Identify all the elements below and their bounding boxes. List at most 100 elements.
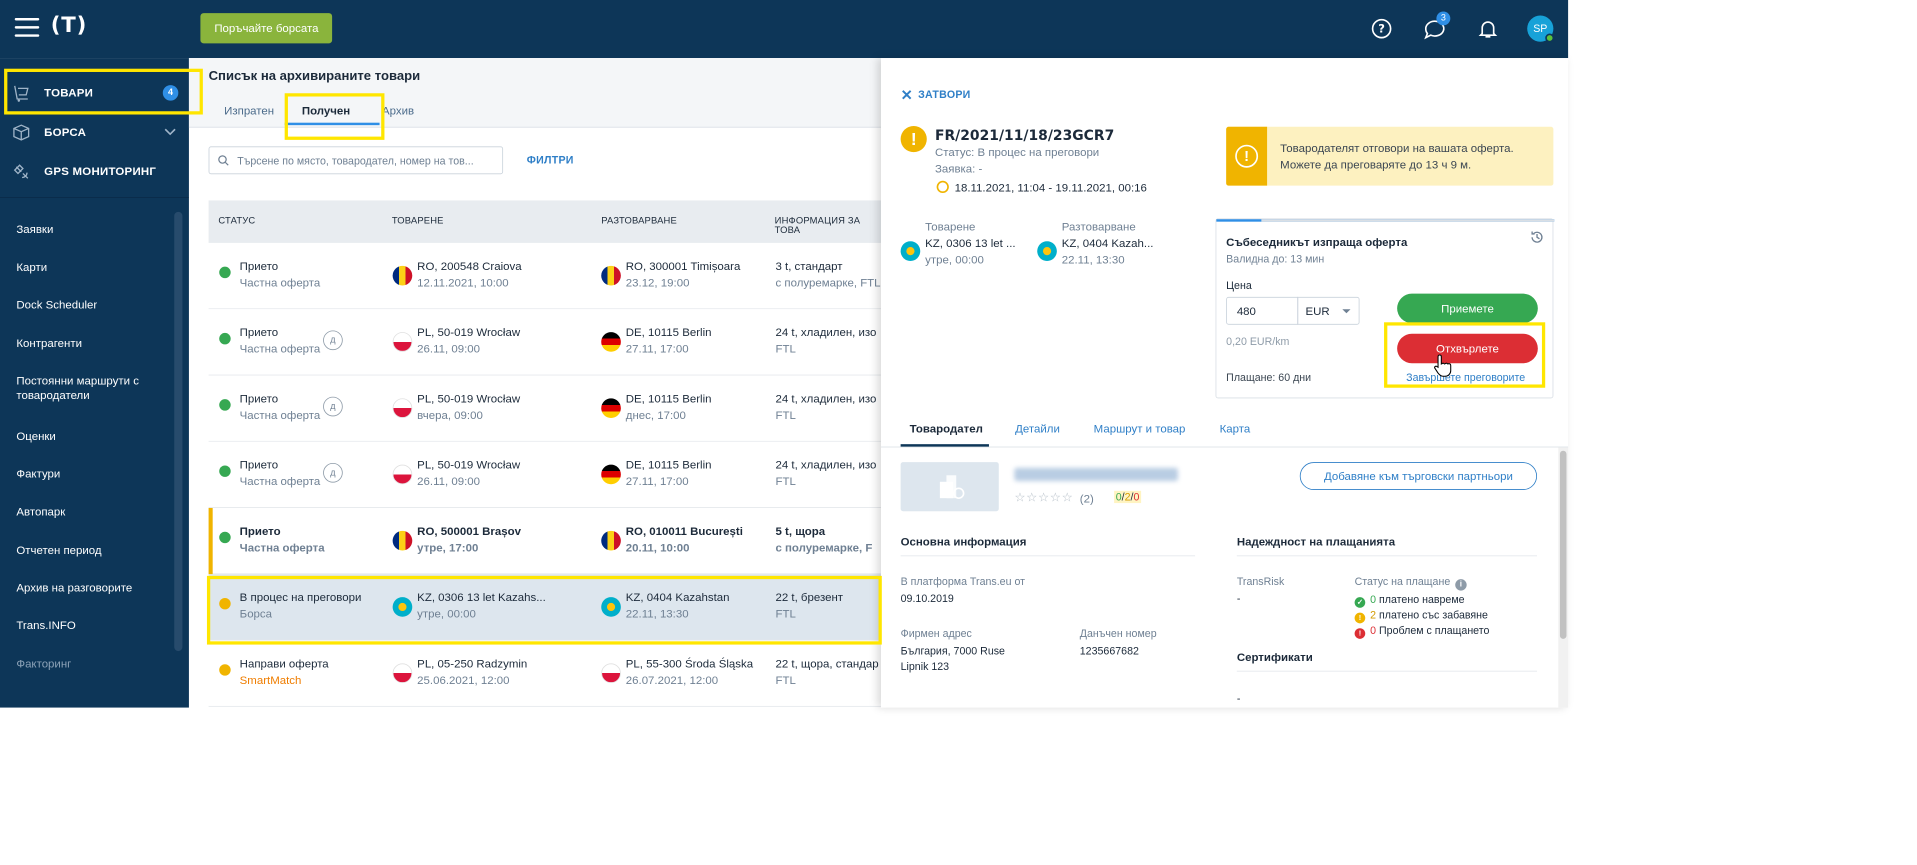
- error-icon: !: [1354, 628, 1366, 639]
- close-icon: ✕: [900, 86, 914, 104]
- end-negotiations-link[interactable]: Завършете преговорите: [1406, 371, 1526, 384]
- app-root: (T) Поръчайте борсата ? 3 SP ТОВАРИ 4 БО…: [0, 0, 1569, 708]
- history-icon[interactable]: [1529, 229, 1545, 245]
- sidebar-item-reporting-period[interactable]: Отчетен период: [16, 543, 102, 557]
- detail-scrollbar[interactable]: [1558, 447, 1569, 708]
- sidebar-item-ratings[interactable]: Оценки: [16, 429, 56, 443]
- status-accepted-icon: [219, 332, 231, 345]
- column-cargo-info[interactable]: ИНФОРМАЦИЯ ЗА ТОВА: [774, 215, 861, 236]
- highlight-received-tab: [284, 93, 385, 140]
- tab-route-cargo[interactable]: Маршрут и товар: [1093, 422, 1186, 436]
- problem-count: 0: [1370, 624, 1377, 637]
- row-unload-place: KZ, 0404 Kazahstan: [625, 590, 730, 604]
- close-button[interactable]: ✕ ЗАТВОРИ: [901, 87, 971, 104]
- column-unloading[interactable]: РАЗТОВАРВАНЕ: [601, 215, 677, 226]
- divider: [1236, 670, 1538, 672]
- sidebar-item-factoring[interactable]: Факторинг: [16, 656, 72, 670]
- payment-legend-delayed: ! 2 платено със забавяне: [1354, 608, 1488, 624]
- currency-select[interactable]: EUR: [1297, 296, 1360, 325]
- divider: [1236, 555, 1538, 557]
- sidebar-item-transinfo[interactable]: Trans.INFO: [16, 618, 76, 632]
- tab-sent[interactable]: Изпратен: [224, 103, 275, 117]
- buy-exchange-button[interactable]: Поръчайте борсата: [200, 13, 333, 44]
- sidebar-item-requests[interactable]: Заявки: [16, 222, 54, 236]
- scrollbar-thumb[interactable]: [1559, 450, 1567, 639]
- company-name-blurred[interactable]: [1014, 467, 1178, 481]
- row-info-sub: FTL: [775, 474, 796, 488]
- table-row[interactable]: Прието Частна оферта д PL, 50-019 Wrocła…: [208, 309, 881, 376]
- reviews-count: (2): [1079, 491, 1094, 505]
- flag-pl-icon: [392, 332, 413, 352]
- payment-reliability-title: Надеждност на плащанията: [1236, 534, 1396, 549]
- bell-icon[interactable]: [1475, 16, 1501, 42]
- close-label: ЗАТВОРИ: [918, 88, 971, 101]
- chevron-down-icon[interactable]: [164, 128, 176, 136]
- sidebar-item-chat-archive[interactable]: Архив на разговорите: [16, 580, 133, 594]
- menu-icon[interactable]: [14, 17, 40, 38]
- row-unload-place: RO, 300001 Timișoara: [625, 259, 741, 273]
- sidebar-item-cargo[interactable]: ТОВАРИ 4: [0, 74, 189, 112]
- logo[interactable]: (T): [50, 13, 88, 38]
- active-tab-indicator: [284, 122, 380, 126]
- check-icon: ✓: [1354, 597, 1366, 608]
- status-pending-icon: [219, 664, 231, 676]
- tab-shipper[interactable]: Товародател: [909, 422, 983, 436]
- row-status: Прието: [239, 391, 279, 405]
- status-pending-icon: [219, 597, 231, 610]
- tab-received[interactable]: Получен: [301, 103, 351, 117]
- sidebar-item-dock-scheduler[interactable]: Dock Scheduler: [16, 297, 98, 311]
- row-info: 22 t, щора, стандар: [775, 656, 879, 670]
- rating-mid: 2: [1124, 490, 1131, 504]
- table-row[interactable]: Прието Частна оферта д PL, 50-019 Wrocła…: [208, 375, 881, 442]
- sidebar-item-invoices[interactable]: Фактури: [16, 467, 61, 481]
- status-accepted-icon: [219, 531, 231, 544]
- transrisk-label: TransRisk: [1236, 575, 1285, 588]
- table-row[interactable]: Прието Частна оферта RO, 200548 Craiova …: [208, 242, 881, 310]
- loading-summary: Товарене KZ, 0306 13 let ... утре, 00:00: [925, 218, 1015, 267]
- company-logo: [900, 462, 999, 512]
- tab-map[interactable]: Карта: [1219, 422, 1251, 436]
- currency-value: EUR: [1305, 304, 1330, 318]
- row-status: Прието: [239, 325, 279, 339]
- delayed-count: 2: [1370, 608, 1377, 621]
- sidebar-divider: [0, 197, 189, 198]
- price-label: Цена: [1226, 278, 1252, 292]
- row-unload-date: 26.07.2021, 12:00: [625, 673, 719, 687]
- status-accepted-icon: [219, 465, 231, 477]
- help-icon[interactable]: ?: [1369, 16, 1395, 42]
- tab-details[interactable]: Детайли: [1015, 422, 1060, 436]
- sidebar-item-contractors[interactable]: Контрагенти: [16, 336, 82, 350]
- messages-icon[interactable]: [1422, 16, 1448, 42]
- row-info-sub: с полуремарке, F: [775, 540, 873, 554]
- hand-cursor-icon: [1434, 354, 1452, 377]
- column-status[interactable]: СТАТУС: [218, 215, 256, 226]
- sidebar-item-maps[interactable]: Карти: [16, 260, 48, 274]
- filters-button[interactable]: ФИЛТРИ: [526, 153, 574, 167]
- platform-since-value: 09.10.2019: [900, 592, 954, 605]
- table-row[interactable]: Направи оферта SmartMatch PL, 05-250 Rad…: [208, 640, 881, 707]
- sidebar-item-gps[interactable]: GPS МОНИТОРИНГ: [0, 152, 189, 190]
- status-accepted-icon: [219, 399, 231, 411]
- offer-timer-bar: [1216, 219, 1555, 222]
- ontime-text: платено навреме: [1379, 593, 1465, 606]
- sidebar-item-regular-routes[interactable]: Постоянни маршрути с товародатели: [16, 373, 139, 402]
- add-partner-button[interactable]: Добавяне към търговски партньори: [1299, 462, 1538, 490]
- search-input[interactable]: Търсене по място, товародател, номер на …: [208, 146, 504, 175]
- table-row[interactable]: Прието Частна оферта д PL, 50-019 Wrocła…: [208, 441, 881, 508]
- info-icon[interactable]: i: [1455, 579, 1467, 591]
- row-info: 3 t, стандарт: [775, 259, 843, 273]
- reject-button[interactable]: Отхвърлете: [1397, 333, 1538, 364]
- tab-archive[interactable]: Архив: [382, 103, 415, 117]
- table-row[interactable]: Прието Частна оферта RO, 500001 Brașov у…: [208, 507, 881, 575]
- row-status-sub: Борса: [239, 606, 273, 621]
- sidebar-item-exchange[interactable]: БОРСА: [0, 113, 189, 151]
- accept-button[interactable]: Приемете: [1397, 293, 1538, 324]
- table-row-selected[interactable]: В процес на преговори Борса KZ, 0306 13 …: [208, 574, 881, 641]
- avatar[interactable]: SP: [1527, 15, 1555, 43]
- row-status-sub: Частна оферта: [239, 408, 321, 422]
- sidebar-item-fleet[interactable]: Автопарк: [16, 504, 66, 518]
- delayed-text: платено със забавяне: [1379, 608, 1488, 621]
- sidebar-scrollbar[interactable]: [174, 211, 183, 652]
- price-input[interactable]: 480: [1226, 296, 1299, 325]
- column-loading[interactable]: ТОВАРЕНЕ: [391, 215, 444, 226]
